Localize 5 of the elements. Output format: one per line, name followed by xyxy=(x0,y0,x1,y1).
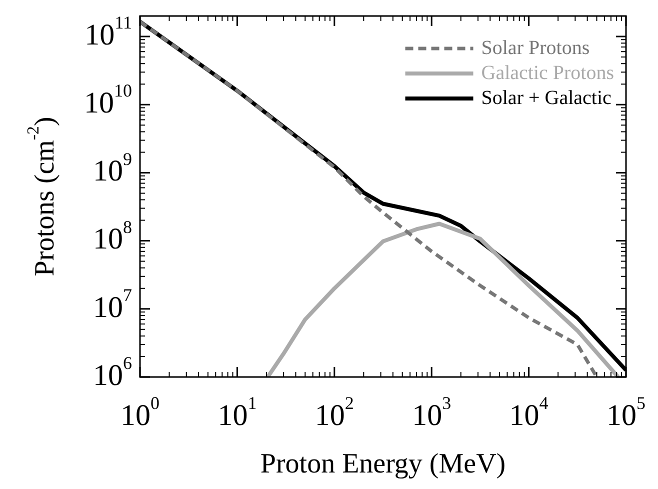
legend-label: Galactic Protons xyxy=(481,62,614,84)
legend-label: Solar Protons xyxy=(481,36,590,59)
x-axis-title: Proton Energy (MeV) xyxy=(260,448,506,480)
y-axis-title: Protons (cm-2) xyxy=(24,116,60,276)
legend-label: Solar + Galactic xyxy=(481,86,612,109)
